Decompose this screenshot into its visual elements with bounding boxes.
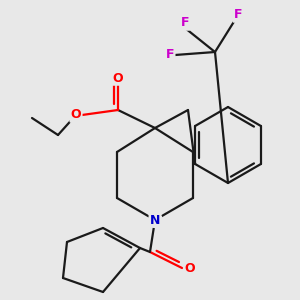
Text: F: F (234, 8, 242, 22)
Text: O: O (185, 262, 195, 275)
Text: O: O (113, 71, 123, 85)
Text: F: F (166, 49, 174, 62)
Text: N: N (150, 214, 160, 226)
Text: F: F (181, 16, 189, 29)
Text: O: O (71, 109, 81, 122)
